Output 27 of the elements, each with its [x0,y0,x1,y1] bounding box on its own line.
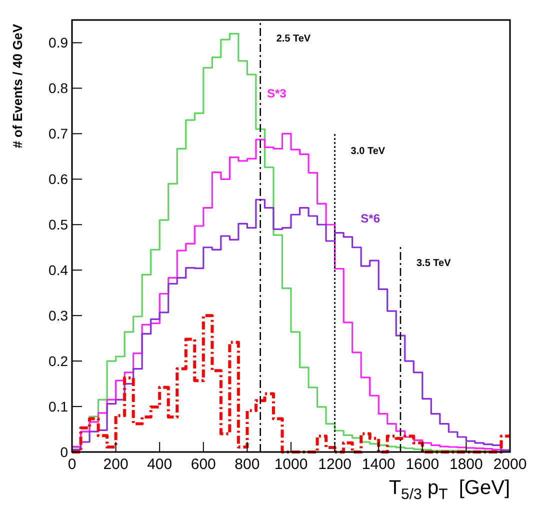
y-tick-label: 0.7 [48,126,68,142]
x-tick-label: 2000 [493,456,527,473]
y-tick-label: 0.1 [48,398,68,415]
x-tick-label: 600 [190,456,216,473]
x-tick-label: 1800 [450,456,483,473]
x-axis-title: T$_{5/3}$ p$_{T}$ [GeV] [388,477,510,502]
x-tick-label: 1200 [318,456,352,473]
x-tick-label: 1000 [274,456,308,473]
y-tick-label: 0.9 [48,34,68,51]
ref-line-label: 2.5 TeV [276,34,311,45]
x-tick-label: 200 [103,456,128,473]
x-tick-label: 400 [147,456,172,473]
y-tick-label: 0.6 [48,171,68,188]
y-tick-label: 0.2 [48,353,68,370]
ref-line-label: 3.5 TeV [416,258,452,270]
y-tick-label: 0.8 [48,80,68,96]
y-tick-label: 0.5 [48,216,68,233]
y-axis-title: # of Events / 40 GeV [10,24,25,148]
x-tick-label: 1600 [406,456,440,473]
text: S*3 [266,86,287,100]
y-tick-label: 0.4 [48,262,68,278]
ref-line-label: 3.0 TeV [350,146,386,157]
y-tick-label: 0.3 [48,308,68,324]
x-tick-label: 800 [234,456,260,473]
x-tick-label: 1400 [362,456,396,473]
y-tick-label: 0 [60,444,68,460]
series-label: S*6 [360,211,380,226]
